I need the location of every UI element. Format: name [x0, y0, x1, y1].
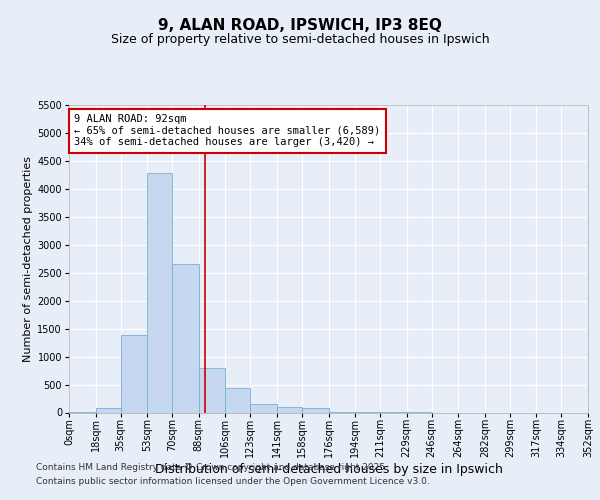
Text: Size of property relative to semi-detached houses in Ipswich: Size of property relative to semi-detach…: [110, 32, 490, 46]
Text: Contains public sector information licensed under the Open Government Licence v3: Contains public sector information licen…: [36, 477, 430, 486]
Bar: [225, 388, 250, 412]
Text: 9 ALAN ROAD: 92sqm
← 65% of semi-detached houses are smaller (6,589)
34% of semi: 9 ALAN ROAD: 92sqm ← 65% of semi-detache…: [74, 114, 380, 148]
Bar: [121, 336, 147, 412]
Bar: [302, 408, 329, 412]
Bar: [250, 404, 277, 412]
Bar: [199, 368, 225, 412]
Y-axis label: Number of semi-detached properties: Number of semi-detached properties: [23, 156, 33, 362]
Text: Contains HM Land Registry data © Crown copyright and database right 2025.: Contains HM Land Registry data © Crown c…: [36, 464, 388, 472]
Bar: [147, 173, 172, 412]
Bar: [95, 408, 121, 412]
Bar: [277, 407, 302, 412]
Bar: [172, 264, 199, 412]
X-axis label: Distribution of semi-detached houses by size in Ipswich: Distribution of semi-detached houses by …: [155, 463, 502, 476]
Text: 9, ALAN ROAD, IPSWICH, IP3 8EQ: 9, ALAN ROAD, IPSWICH, IP3 8EQ: [158, 18, 442, 32]
